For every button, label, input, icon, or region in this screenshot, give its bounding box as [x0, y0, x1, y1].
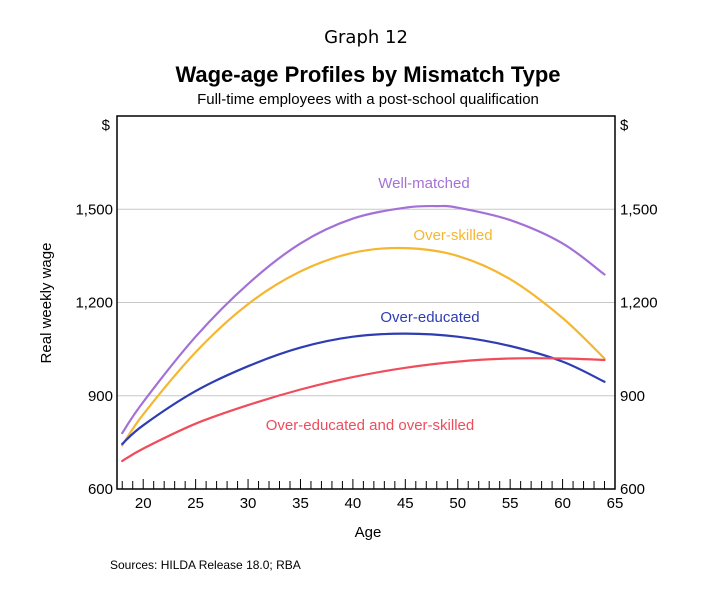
series-line-3 [121, 357, 606, 463]
x-axis-label: Age [355, 524, 382, 541]
series-label-2: Over-educated [380, 309, 479, 326]
y-ticks: 600 600 900 900 1,200 1,200 1,500 1,500 [75, 201, 657, 498]
y-unit-right: $ [620, 117, 629, 134]
y-axis-label: Real weekly wage [38, 243, 55, 364]
x-tick-label: 35 [292, 495, 309, 512]
x-tick-label: 45 [397, 495, 414, 512]
series-line-0 [121, 204, 606, 435]
y-tick-label-right: 900 [620, 388, 645, 405]
y-tick-label-left: 1,200 [75, 295, 113, 312]
y-tick-label-left: 900 [88, 388, 113, 405]
graph-number: Graph 12 [324, 27, 408, 48]
x-tick-label: 40 [345, 495, 362, 512]
series-label-1: Over-skilled [413, 227, 492, 244]
y-tick-label-left: 600 [88, 481, 113, 498]
series-label-0: Well-matched [378, 175, 469, 192]
y-tick-label-right: 600 [620, 481, 645, 498]
y-tick-label-right: 1,200 [620, 295, 658, 312]
chart-title: Wage-age Profiles by Mismatch Type [175, 62, 560, 87]
x-tick-label: 25 [187, 495, 204, 512]
series-lines [121, 204, 606, 463]
x-ticks: 20 25 30 35 40 45 50 55 60 65 [121, 479, 624, 512]
gridlines [117, 208, 615, 397]
series-label-3: Over-educated and over-skilled [266, 417, 474, 434]
y-unit-left: $ [102, 117, 111, 134]
x-tick-label: 55 [502, 495, 519, 512]
source-note: Sources: HILDA Release 18.0; RBA [110, 558, 301, 572]
x-tick-label: 65 [607, 495, 624, 512]
chart-subtitle: Full-time employees with a post-school q… [197, 91, 539, 108]
x-tick-label: 50 [449, 495, 466, 512]
series-labels: Well-matched Over-skilled Over-educated Ove… [266, 175, 493, 434]
series-line-1 [121, 246, 606, 447]
x-tick-label: 60 [554, 495, 571, 512]
y-tick-label-right: 1,500 [620, 201, 658, 218]
x-tick-label: 20 [135, 495, 152, 512]
x-tick-label: 30 [240, 495, 257, 512]
plot-frame [116, 115, 616, 490]
series-line-2 [121, 332, 606, 445]
y-tick-label-left: 1,500 [75, 201, 113, 218]
